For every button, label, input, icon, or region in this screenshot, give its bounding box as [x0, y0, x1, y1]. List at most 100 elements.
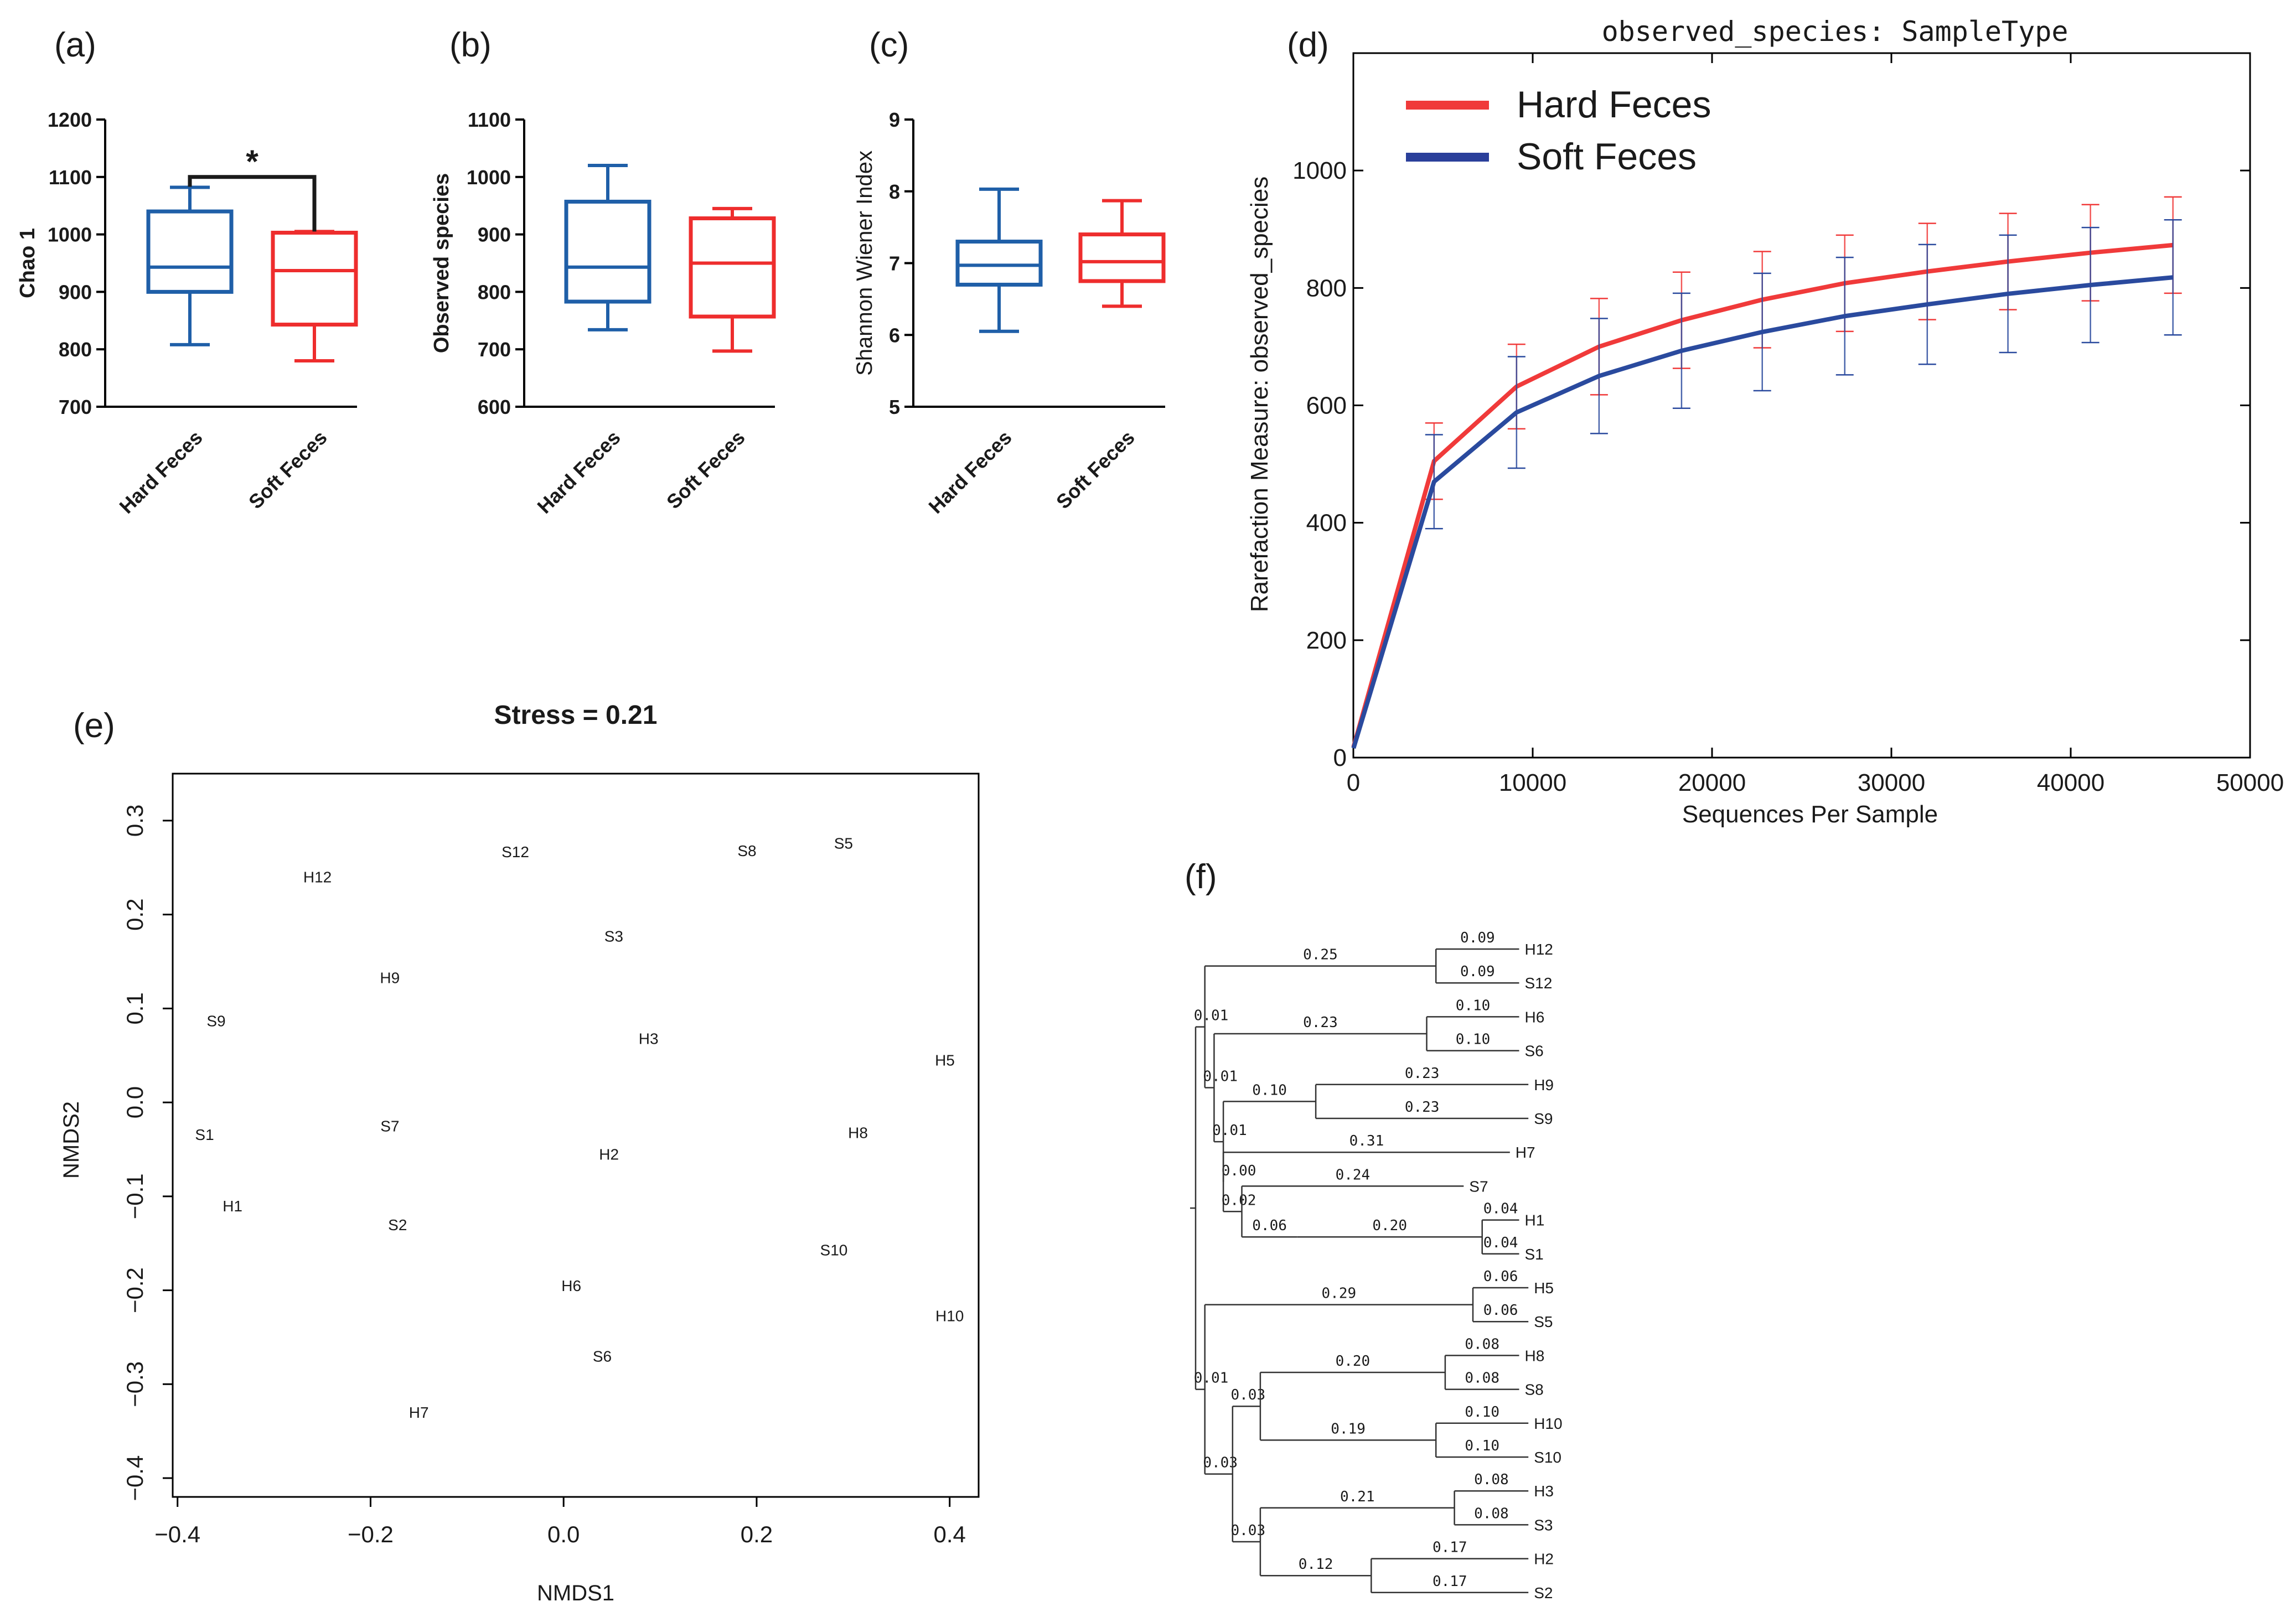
- branch-length-label: 0.23: [1405, 1065, 1440, 1082]
- x-tick-label: 10000: [1499, 769, 1566, 796]
- sample-label: H12: [303, 869, 332, 886]
- box-iqr: [1078, 232, 1166, 283]
- panel-tag: (d): [1287, 26, 1329, 64]
- branch-length-label: 0.04: [1483, 1235, 1518, 1251]
- chart-title: observed_species: SampleType: [1602, 15, 2069, 48]
- leaf-label: H7: [1516, 1144, 1535, 1161]
- panel-tag: (f): [1185, 858, 1217, 896]
- leaf-label: H9: [1534, 1076, 1554, 1093]
- leaf-label: H2: [1534, 1551, 1554, 1568]
- y-tick-label: 600: [1306, 392, 1347, 419]
- sample-label: S5: [834, 835, 853, 852]
- leaf-label: H5: [1534, 1279, 1554, 1297]
- branch-length-label: 0.08: [1474, 1471, 1509, 1488]
- leaf-label: S7: [1469, 1178, 1488, 1195]
- y-tick-label: −0.2: [122, 1267, 148, 1313]
- x-tick-label: 20000: [1678, 769, 1746, 796]
- sample-label: H5: [935, 1052, 955, 1069]
- box-iqr: [955, 240, 1043, 287]
- branch-length-label: 0.08: [1465, 1370, 1499, 1387]
- y-axis-label: Rarefaction Measure: observed_species: [1246, 177, 1273, 613]
- sample-label: H1: [223, 1198, 242, 1215]
- y-tick-label: 0.3: [122, 805, 148, 837]
- sample-label: S1: [195, 1126, 214, 1143]
- y-tick-label: 1200: [48, 108, 92, 131]
- x-tick-label: 50000: [2216, 769, 2284, 796]
- x-tick-label: 0: [1347, 769, 1360, 796]
- y-tick-label: 600: [478, 396, 511, 418]
- branch-length-label: 0.25: [1303, 947, 1338, 963]
- leaf-label: S9: [1534, 1110, 1553, 1127]
- panel-d-rarefaction: (d) observed_species: SampleType 0 10000 200…: [1246, 15, 2284, 828]
- branch-length-label: 0.20: [1372, 1217, 1407, 1234]
- leaf-label: H6: [1525, 1008, 1545, 1025]
- branch-length-label: 0.10: [1456, 1032, 1491, 1048]
- leaf-label: S3: [1534, 1516, 1553, 1533]
- significance-marker: *: [246, 144, 258, 180]
- branch-length-label: 0.01: [1203, 1069, 1238, 1085]
- box-iqr: [564, 199, 651, 304]
- y-axis-label: Observed species: [430, 173, 453, 353]
- branch-length-label: 0.01: [1194, 1370, 1229, 1387]
- y-tick-label: 5: [889, 396, 900, 418]
- branch-length-label: 0.23: [1303, 1014, 1338, 1031]
- y-tick-label: 800: [1306, 274, 1347, 302]
- leaf-label: S8: [1525, 1381, 1544, 1398]
- y-tick-label: 800: [478, 281, 511, 303]
- branch-length-label: 0.10: [1465, 1404, 1499, 1421]
- y-tick-label: 1000: [467, 166, 511, 189]
- y-tick-label: 9: [889, 108, 900, 131]
- y-tick-label: 800: [59, 338, 92, 361]
- y-tick-label: −0.1: [122, 1173, 148, 1219]
- branch-length-label: 0.09: [1460, 963, 1495, 980]
- series-soft-feces: [1351, 219, 2182, 749]
- branch-length-label: 0.10: [1465, 1438, 1499, 1454]
- box-iqr: [271, 230, 358, 327]
- leaf-label: S2: [1534, 1584, 1553, 1602]
- branch-length-label: 0.08: [1465, 1336, 1499, 1352]
- y-tick-label: 200: [1306, 627, 1347, 654]
- sample-label: S3: [604, 928, 623, 945]
- x-tick-label: −0.4: [154, 1521, 200, 1547]
- branch-length-label: 0.06: [1252, 1217, 1287, 1234]
- panel-e-nmds: (e) Stress = 0.21 −0.4 −0.2 0.0 0.2 0.4 −0.4 −0.…: [59, 701, 980, 1605]
- y-tick-label: 900: [478, 224, 511, 246]
- sample-label: S9: [206, 1012, 225, 1029]
- branch-length-label: 0.29: [1322, 1286, 1357, 1302]
- branch-length-label: 0.00: [1222, 1163, 1256, 1179]
- branch-length-label: 0.01: [1212, 1122, 1247, 1139]
- y-tick-label: 1000: [48, 224, 92, 246]
- x-axis-label: Sequences Per Sample: [1682, 801, 1938, 828]
- plot-frame: [172, 773, 980, 1498]
- y-tick-label: 1100: [468, 108, 511, 131]
- sample-label: S7: [380, 1118, 399, 1135]
- sample-label: S2: [388, 1216, 407, 1234]
- sample-label: H6: [561, 1277, 581, 1294]
- panel-tag: (a): [54, 26, 96, 64]
- leaf-label: H10: [1534, 1415, 1562, 1432]
- panel-tag: (e): [73, 707, 115, 745]
- branch-length-label: 0.17: [1433, 1540, 1467, 1556]
- branch-length-label: 0.01: [1194, 1008, 1229, 1024]
- branch-length-label: 0.04: [1483, 1201, 1518, 1217]
- panel-f-dendrogram: (f) 0.01 0.25 0.09 H12 0.09 S12 0.01 0.23 0.10 H6 0…: [1185, 858, 1563, 1602]
- branch-length-label: 0.02: [1222, 1192, 1256, 1209]
- sample-label: S10: [820, 1242, 848, 1259]
- panel-tag: (b): [449, 26, 492, 64]
- branch-length-label: 0.06: [1483, 1302, 1518, 1319]
- x-tick-label: 0.2: [741, 1521, 773, 1547]
- y-tick-label: 0: [1333, 744, 1347, 771]
- branch-length-label: 0.08: [1474, 1505, 1509, 1522]
- sample-label: H9: [380, 969, 400, 986]
- x-tick-label: 0.4: [933, 1521, 965, 1547]
- leaf-label: S1: [1525, 1246, 1544, 1263]
- sample-label: H3: [639, 1030, 659, 1048]
- sample-label: S6: [593, 1348, 612, 1365]
- y-axis-label: NMDS2: [59, 1101, 84, 1179]
- y-tick-label: 900: [59, 281, 92, 303]
- y-axis-label: Shannon Wiener Index: [852, 151, 877, 376]
- sample-label: H10: [935, 1307, 964, 1324]
- series-line: [1351, 275, 2174, 749]
- branch-length-label: 0.10: [1252, 1082, 1287, 1098]
